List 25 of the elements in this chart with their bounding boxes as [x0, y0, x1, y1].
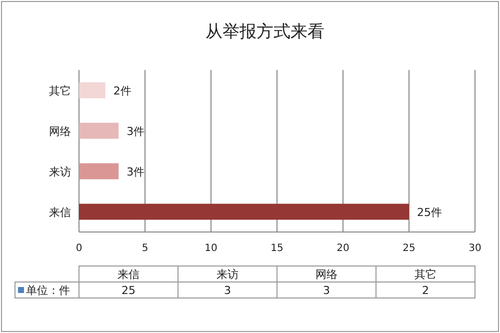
x-tick-label: 0 — [76, 243, 82, 254]
text: 3 — [224, 284, 231, 297]
category-label: 网络 — [316, 268, 338, 281]
data-label: 3件 — [126, 124, 145, 138]
x-tick-label: 5 — [142, 243, 148, 254]
category-label: 来信 — [118, 268, 140, 281]
data-label: 25件 — [417, 206, 442, 219]
data-label: 2件 — [113, 84, 132, 98]
text: 25 — [122, 284, 136, 297]
title: 从举报方式来看 — [206, 22, 324, 42]
text: 单位：件 — [26, 284, 70, 297]
x-tick-label: 15 — [270, 243, 284, 254]
x-tick-label: 10 — [204, 243, 218, 254]
x-tick-label: 30 — [468, 243, 482, 254]
x-tick-label: 25 — [402, 243, 416, 254]
text: 2 — [422, 284, 429, 297]
category-label: 来访 — [216, 268, 238, 281]
y-tick-label: 来访 — [49, 165, 71, 178]
category-label: 其它 — [414, 268, 436, 281]
y-tick-label: 网络 — [49, 124, 71, 138]
x-tick-label: 20 — [336, 243, 350, 254]
y-tick-label: 其它 — [49, 84, 71, 98]
y-tick-label: 来信 — [49, 206, 71, 219]
data-label: 3件 — [126, 165, 145, 178]
text: 3 — [323, 284, 330, 297]
